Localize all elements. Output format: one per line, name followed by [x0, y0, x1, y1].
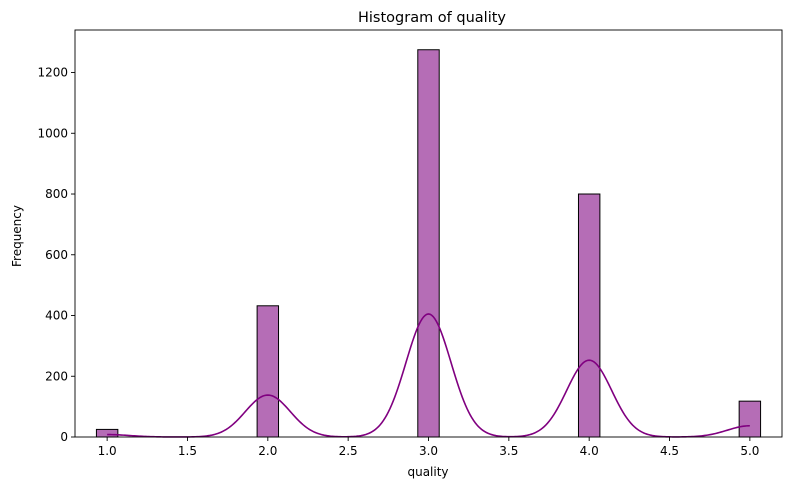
x-axis-ticks: 1.0 1.5 2.0 2.5 3.0 3.5 4.0 4.5 5.0 — [98, 437, 759, 458]
x-tick-label: 3.0 — [419, 444, 438, 458]
y-tick-label: 400 — [45, 309, 68, 323]
y-tick-label: 1200 — [37, 66, 68, 80]
x-tick-label: 2.0 — [258, 444, 277, 458]
bars-layer — [95, 49, 762, 438]
y-tick-label: 0 — [60, 430, 68, 444]
x-axis-label: quality — [407, 465, 448, 479]
y-tick-label: 600 — [45, 248, 68, 262]
y-axis-ticks: 0 200 400 600 800 1000 1200 — [37, 66, 75, 444]
kde-curve — [107, 313, 750, 438]
x-tick-label: 5.0 — [740, 444, 759, 458]
x-tick-label: 2.5 — [339, 444, 358, 458]
histogram-bar — [738, 400, 762, 438]
histogram-bar — [577, 193, 601, 438]
x-tick-label: 1.0 — [98, 444, 117, 458]
x-tick-label: 1.5 — [178, 444, 197, 458]
histogram-bar — [417, 49, 440, 438]
y-tick-label: 800 — [45, 187, 68, 201]
y-tick-label: 200 — [45, 369, 68, 383]
x-tick-label: 4.5 — [660, 444, 679, 458]
histogram-bar — [256, 305, 280, 438]
y-axis-label: Frequency — [10, 205, 24, 267]
chart-title: Histogram of quality — [358, 10, 506, 26]
histogram-bar — [95, 428, 119, 438]
x-tick-label: 3.5 — [499, 444, 518, 458]
x-tick-label: 4.0 — [580, 444, 599, 458]
y-tick-label: 1000 — [37, 126, 68, 140]
